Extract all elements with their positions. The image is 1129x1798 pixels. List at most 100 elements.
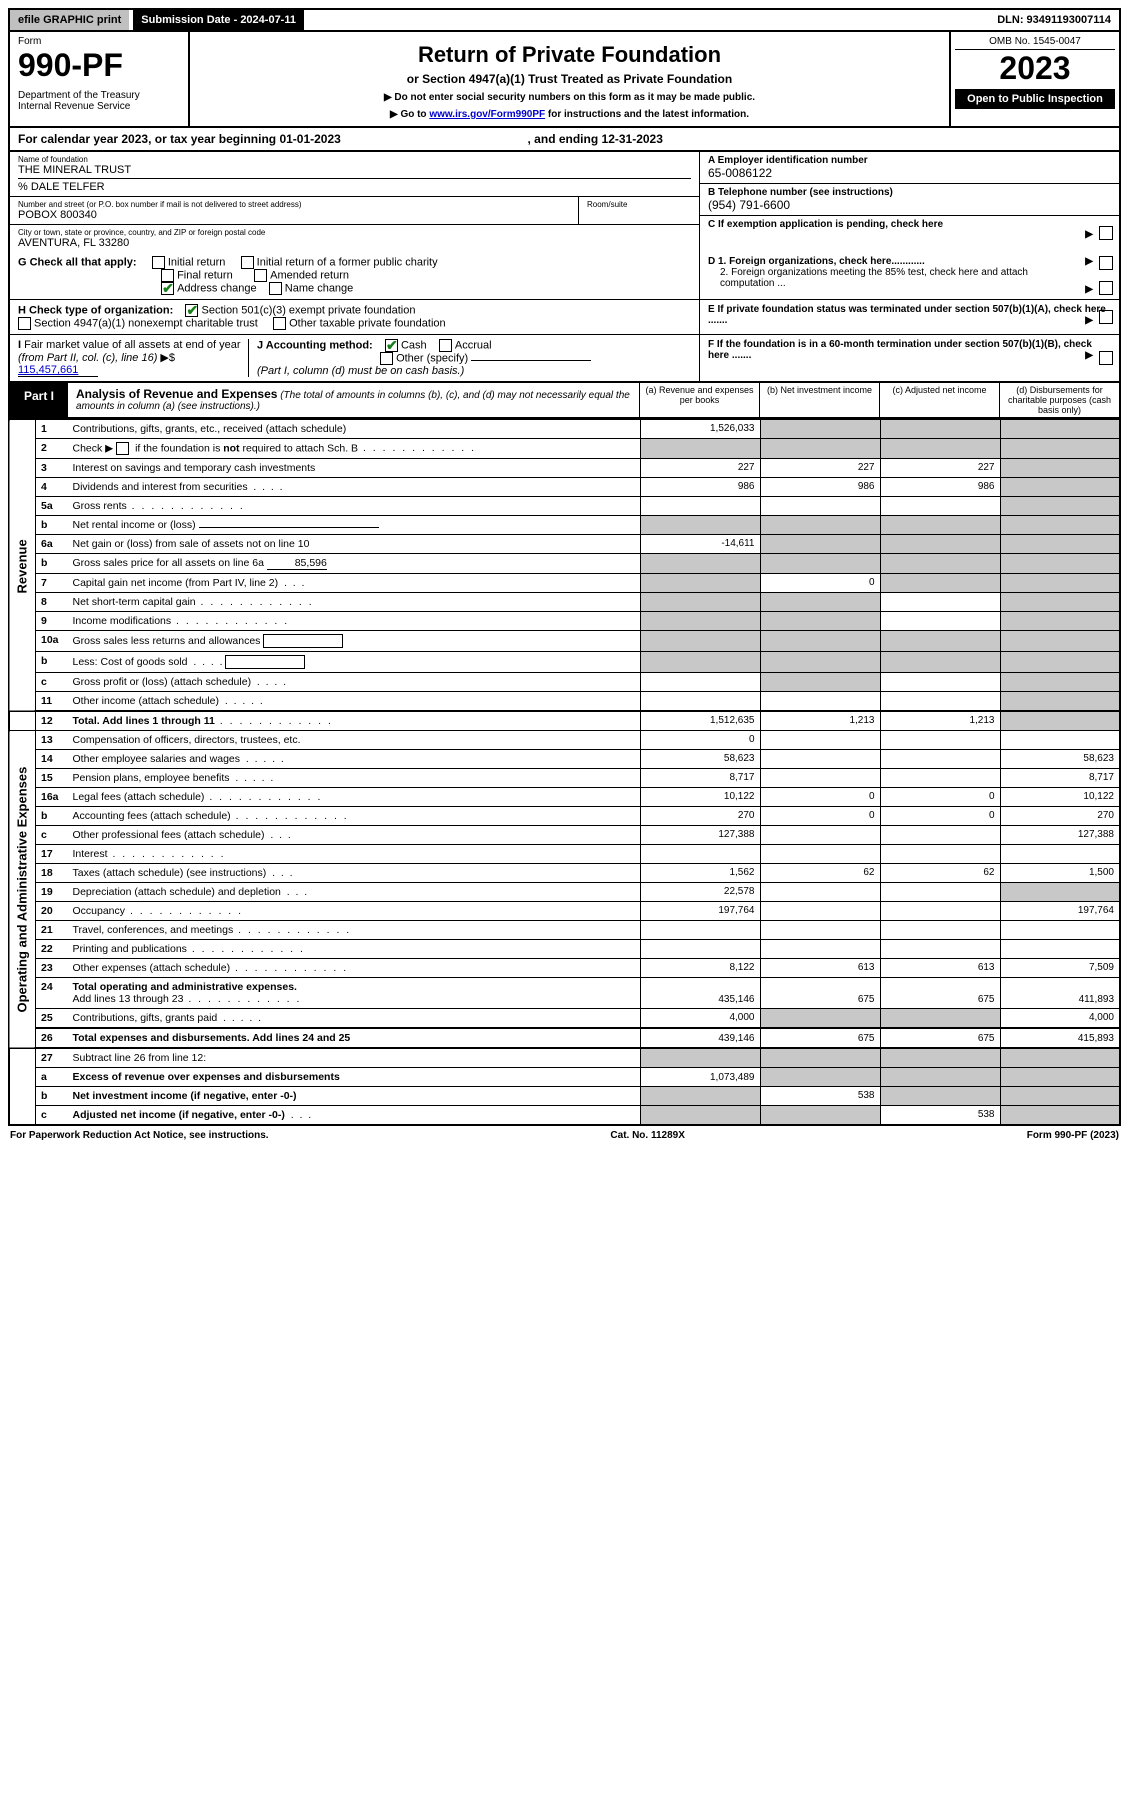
footer-mid: Cat. No. 11289X [610,1130,684,1141]
ein-label: A Employer identification number [708,155,868,166]
table-row: 19Depreciation (attach schedule) and dep… [9,883,1120,902]
table-row: Operating and Administrative Expenses 13… [9,731,1120,750]
part1-tag: Part I [10,383,68,417]
g-initial-former[interactable] [241,256,254,269]
c-checkbox[interactable] [1099,226,1113,240]
table-row: 4Dividends and interest from securities … [9,478,1120,497]
dln: DLN: 93491193007114 [989,10,1119,30]
section-g: G Check all that apply: Initial return I… [10,252,699,299]
f-checkbox[interactable] [1099,351,1113,365]
table-row: cGross profit or (loss) (attach schedule… [9,673,1120,692]
table-row: bNet rental income or (loss) [9,516,1120,535]
instructions-link[interactable]: www.irs.gov/Form990PF [429,109,545,120]
d1-checkbox[interactable] [1099,256,1113,270]
j-cash[interactable] [385,339,398,352]
city-state-zip: AVENTURA, FL 33280 [18,237,691,249]
e-checkbox[interactable] [1099,310,1113,324]
table-row: 14Other employee salaries and wages . . … [9,750,1120,769]
h-501c3[interactable] [185,304,198,317]
g-amended-return[interactable] [254,269,267,282]
top-bar: efile GRAPHIC print Submission Date - 20… [8,8,1121,32]
table-row: cAdjusted net income (if negative, enter… [9,1106,1120,1126]
j-accrual[interactable] [439,339,452,352]
col-b-header: (b) Net investment income [759,383,879,417]
table-row: 17Interest [9,845,1120,864]
table-row: 21Travel, conferences, and meetings [9,921,1120,940]
table-row: 26Total expenses and disbursements. Add … [9,1028,1120,1048]
table-row: bLess: Cost of goods sold . . . . [9,652,1120,673]
table-row: aExcess of revenue over expenses and dis… [9,1068,1120,1087]
table-row: 7Capital gain net income (from Part IV, … [9,574,1120,593]
phone-value: (954) 791-6600 [708,198,790,212]
fmv-value[interactable]: 115,457,661 [18,364,98,377]
entity-info: Name of foundation THE MINERAL TRUST % D… [8,152,1121,252]
table-row: 8Net short-term capital gain [9,593,1120,612]
table-row: bGross sales price for all assets on lin… [9,554,1120,574]
city-label: City or town, state or province, country… [18,228,691,237]
room-label: Room/suite [587,200,691,209]
section-f: F If the foundation is in a 60-month ter… [699,335,1119,381]
j-other[interactable] [380,352,393,365]
table-row: 22Printing and publications [9,940,1120,959]
table-row: bNet investment income (if negative, ent… [9,1087,1120,1106]
table-row: 27Subtract line 26 from line 12: [9,1048,1120,1068]
tax-year: 2023 [955,50,1115,87]
expenses-label: Operating and Administrative Expenses [9,731,36,1049]
table-row: 5aGross rents [9,497,1120,516]
g-initial-return[interactable] [152,256,165,269]
submission-date: Submission Date - 2024-07-11 [133,10,304,30]
table-row: bAccounting fees (attach schedule)270002… [9,807,1120,826]
h-4947a1[interactable] [18,317,31,330]
table-row: 3Interest on savings and temporary cash … [9,459,1120,478]
table-row: 15Pension plans, employee benefits . . .… [9,769,1120,788]
revenue-label: Revenue [9,420,36,712]
d2-checkbox[interactable] [1099,281,1113,295]
table-row: 18Taxes (attach schedule) (see instructi… [9,864,1120,883]
address: POBOX 800340 [18,209,570,221]
table-row: 25Contributions, gifts, grants paid . . … [9,1009,1120,1029]
l2-checkbox[interactable] [116,442,129,455]
part1-table: Revenue 1Contributions, gifts, grants, e… [8,419,1121,1126]
form-header: Form 990-PF Department of the Treasury I… [8,32,1121,128]
table-row: cOther professional fees (attach schedul… [9,826,1120,845]
form-title: Return of Private Foundation [196,42,943,68]
section-d: D 1. Foreign organizations, check here..… [699,252,1119,299]
col-c-header: (c) Adjusted net income [879,383,999,417]
foundation-name: THE MINERAL TRUST [18,164,691,176]
col-a-header: (a) Revenue and expenses per books [639,383,759,417]
col-d-header: (d) Disbursements for charitable purpose… [999,383,1119,417]
form-number: 990-PF [18,47,180,84]
table-row: 6aNet gain or (loss) from sale of assets… [9,535,1120,554]
table-row: Revenue 1Contributions, gifts, grants, e… [9,420,1120,439]
h-other-taxable[interactable] [273,317,286,330]
table-row: 16aLegal fees (attach schedule)10,122001… [9,788,1120,807]
open-to-public: Open to Public Inspection [955,89,1115,109]
table-row: 23Other expenses (attach schedule)8,1226… [9,959,1120,978]
section-i-j: I Fair market value of all assets at end… [10,335,699,381]
g-address-change[interactable] [161,282,174,295]
footer-left: For Paperwork Reduction Act Notice, see … [10,1130,269,1141]
efile-print-button[interactable]: efile GRAPHIC print [10,10,129,30]
table-row: 20Occupancy197,764197,764 [9,902,1120,921]
footer-right: Form 990-PF (2023) [1027,1130,1119,1141]
c-label: C If exemption application is pending, c… [708,219,943,230]
note-goto: ▶ Go to www.irs.gov/Form990PF for instru… [196,109,943,120]
calendar-year-row: For calendar year 2023, or tax year begi… [8,128,1121,152]
dept-treasury: Department of the Treasury Internal Reve… [18,90,180,112]
section-h: H Check type of organization: Section 50… [10,300,699,334]
table-row: 2 Check ▶ if the foundation is not requi… [9,439,1120,459]
table-row: 10aGross sales less returns and allowanc… [9,631,1120,652]
ein-value: 65-0086122 [708,166,772,180]
form-subtitle: or Section 4947(a)(1) Trust Treated as P… [196,72,943,86]
name-label: Name of foundation [18,155,691,164]
table-row: 9Income modifications [9,612,1120,631]
care-of: % DALE TELFER [18,178,691,193]
g-name-change[interactable] [269,282,282,295]
table-row: 11Other income (attach schedule) . . . .… [9,692,1120,712]
omb-number: OMB No. 1545-0047 [955,36,1115,50]
phone-label: B Telephone number (see instructions) [708,187,893,198]
form-word: Form [18,36,180,47]
address-label: Number and street (or P.O. box number if… [18,200,570,209]
section-e: E If private foundation status was termi… [699,300,1119,334]
table-row: 24Total operating and administrative exp… [9,978,1120,1009]
